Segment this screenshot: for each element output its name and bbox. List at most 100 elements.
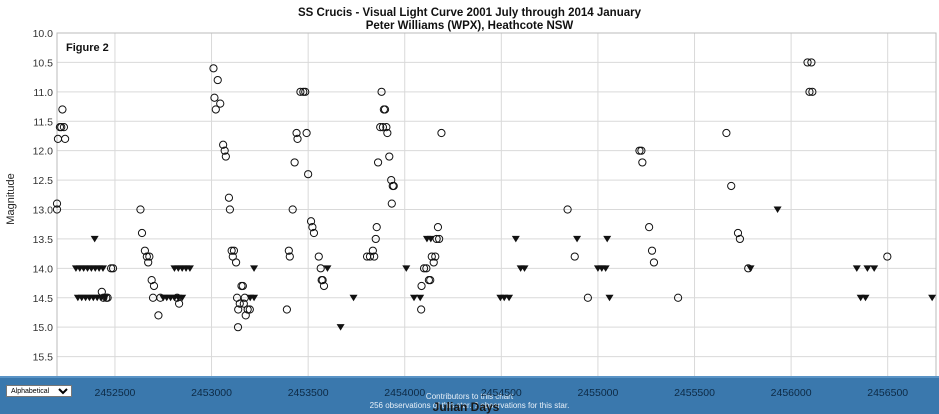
observation-point <box>433 223 443 232</box>
observation-point <box>233 323 243 332</box>
observation-point <box>429 258 438 267</box>
observation-point <box>645 223 654 232</box>
fainter-than-limit-point <box>861 294 870 302</box>
observation-point <box>432 234 441 244</box>
observation-point <box>225 205 235 214</box>
sort-order-select[interactable]: Alphabetical <box>6 385 72 397</box>
observation-point <box>221 152 230 161</box>
observation-point <box>234 305 243 314</box>
observation-point <box>376 123 385 132</box>
observation-point <box>140 246 149 255</box>
observation-point <box>314 252 323 261</box>
fainter-than-limit-point <box>250 294 259 302</box>
fainter-than-limit-point <box>746 265 755 272</box>
observation-point <box>288 205 297 214</box>
data-marks <box>52 58 937 332</box>
observation-point <box>284 246 293 255</box>
observation-point <box>807 58 816 67</box>
observation-point <box>149 281 159 291</box>
observation-point <box>380 105 390 114</box>
fainter-than-limit-point <box>928 294 937 302</box>
fainter-than-limit-point <box>98 265 107 272</box>
observation-point <box>649 258 659 267</box>
observation-point <box>296 87 305 96</box>
observation-point <box>735 234 745 244</box>
observation-point <box>245 305 254 314</box>
bottom-bar <box>0 376 939 414</box>
observation-point <box>385 152 394 161</box>
observation-point <box>319 281 329 291</box>
fainter-than-limit-point <box>573 235 582 243</box>
observation-point <box>147 276 156 285</box>
y-axis-ticks: 10.0 10.5 11.0 11.5 12.0 12.5 13.0 13.5 14.0 14.5… <box>33 28 54 364</box>
observation-point <box>210 93 219 102</box>
observation-point <box>372 223 381 232</box>
observation-point <box>136 205 145 214</box>
observations-text: 256 observations of this star. ? observa… <box>369 401 570 410</box>
observation-point <box>309 228 319 238</box>
observation-point <box>57 123 66 132</box>
fainter-than-limit-point <box>416 294 425 302</box>
observation-point <box>154 311 163 320</box>
observation-point <box>282 305 291 314</box>
fainter-than-limit-point <box>863 265 872 272</box>
observation-point <box>306 217 316 226</box>
observation-point <box>108 264 118 273</box>
observation-point <box>243 305 252 314</box>
figure-label: Figure 2 <box>66 42 109 54</box>
observation-point <box>647 246 657 255</box>
observation-point <box>417 305 426 314</box>
fainter-than-limit-point <box>402 265 411 272</box>
y-tick-label: 14.5 <box>33 293 54 305</box>
observation-point <box>570 252 579 261</box>
fainter-than-limit-point <box>90 235 99 243</box>
observation-point <box>808 87 817 96</box>
y-axis-label: Magnitude <box>5 173 17 224</box>
observation-point <box>883 252 892 261</box>
observation-point <box>422 264 431 273</box>
observation-point <box>209 64 218 73</box>
fainter-than-limit-point <box>605 294 614 302</box>
observation-point <box>563 205 572 214</box>
observation-point <box>144 258 153 267</box>
fainter-than-limit-point <box>336 324 345 331</box>
observation-point <box>292 128 301 138</box>
observation-point <box>293 134 302 143</box>
observation-point <box>220 146 229 155</box>
observation-point <box>427 252 436 261</box>
fainter-than-limit-point <box>178 294 187 302</box>
fainter-than-limit-point <box>410 294 419 302</box>
observation-point <box>370 252 379 261</box>
observation-point <box>373 158 383 167</box>
observation-point <box>389 181 398 191</box>
observation-point <box>368 246 377 255</box>
observation-point <box>727 181 736 191</box>
y-tick-label: 10.0 <box>33 28 54 40</box>
observation-point <box>174 299 184 308</box>
fainter-than-limit-point <box>323 265 332 272</box>
observation-point <box>387 199 396 208</box>
observation-point <box>316 264 325 273</box>
observation-point <box>238 281 247 291</box>
observation-point <box>59 123 69 132</box>
observation-point <box>301 87 310 96</box>
observation-point <box>673 293 683 302</box>
observation-point <box>229 246 239 255</box>
fainter-than-limit-point <box>601 265 610 272</box>
y-tick-label: 13.5 <box>33 234 54 246</box>
observation-point <box>378 123 388 132</box>
fainter-than-limit-point <box>250 265 259 272</box>
observation-point <box>216 99 225 108</box>
fainter-than-limit-point <box>511 235 520 243</box>
observation-point <box>437 128 446 138</box>
observation-point <box>383 128 392 138</box>
observation-point <box>239 299 248 308</box>
y-tick-label: 12.5 <box>33 175 54 187</box>
observation-point <box>426 276 435 285</box>
observation-point <box>318 276 327 285</box>
observation-point <box>285 252 294 261</box>
fainter-than-limit-point <box>852 265 861 272</box>
fainter-than-limit-point <box>520 265 529 272</box>
chart-subtitle: Peter Williams (WPX), Heathcote NSW <box>365 20 574 32</box>
y-tick-label: 10.5 <box>33 57 54 69</box>
